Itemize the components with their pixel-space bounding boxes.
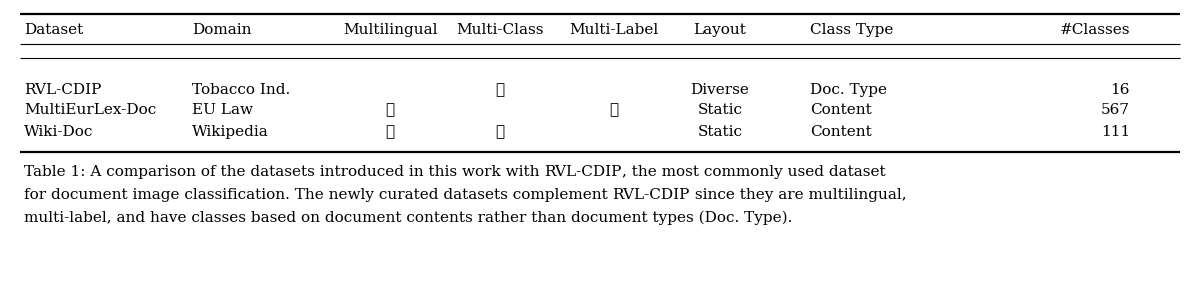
- Text: RVL-CDIP: RVL-CDIP: [24, 83, 101, 97]
- Text: 16: 16: [1110, 83, 1130, 97]
- Text: Tobacco Ind.: Tobacco Ind.: [192, 83, 290, 97]
- Text: ✓: ✓: [610, 103, 618, 117]
- Text: multi-label, and have classes based on document contents rather than document ty: multi-label, and have classes based on d…: [24, 211, 792, 225]
- Text: Class Type: Class Type: [810, 23, 893, 37]
- Text: Static: Static: [697, 125, 743, 139]
- Text: Doc. Type: Doc. Type: [810, 83, 887, 97]
- Text: Content: Content: [810, 103, 871, 117]
- Text: Diverse: Diverse: [690, 83, 750, 97]
- Text: Dataset: Dataset: [24, 23, 83, 37]
- Text: Multi-Label: Multi-Label: [569, 23, 659, 37]
- Text: #Classes: #Classes: [1060, 23, 1130, 37]
- Text: ✓: ✓: [385, 125, 395, 139]
- Text: EU Law: EU Law: [192, 103, 253, 117]
- Text: Domain: Domain: [192, 23, 252, 37]
- Text: Multilingual: Multilingual: [343, 23, 437, 37]
- Text: 111: 111: [1100, 125, 1130, 139]
- Text: , the most commonly used dataset: , the most commonly used dataset: [622, 165, 886, 179]
- Text: ✓: ✓: [385, 103, 395, 117]
- Text: 567: 567: [1102, 103, 1130, 117]
- Text: Table 1: A comparison of the datasets introduced in this work with: Table 1: A comparison of the datasets in…: [24, 165, 545, 179]
- Text: ✓: ✓: [496, 83, 504, 97]
- Text: since they are multilingual,: since they are multilingual,: [690, 188, 907, 202]
- Text: Layout: Layout: [694, 23, 746, 37]
- Text: Content: Content: [810, 125, 871, 139]
- Text: MultiEurLex-Doc: MultiEurLex-Doc: [24, 103, 156, 117]
- Text: Wikipedia: Wikipedia: [192, 125, 269, 139]
- Text: for document image classification. The newly curated datasets complement: for document image classification. The n…: [24, 188, 613, 202]
- Text: Static: Static: [697, 103, 743, 117]
- Text: Wiki-Doc: Wiki-Doc: [24, 125, 94, 139]
- Text: RVL-CDIP: RVL-CDIP: [545, 165, 622, 179]
- Text: ✓: ✓: [496, 125, 504, 139]
- Text: RVL-CDIP: RVL-CDIP: [613, 188, 690, 202]
- Text: Multi-Class: Multi-Class: [456, 23, 544, 37]
